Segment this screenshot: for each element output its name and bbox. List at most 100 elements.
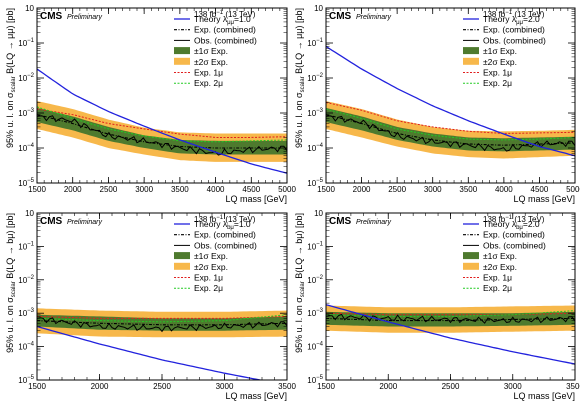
lumi-label: 138 fb−1 (13 TeV) [483,10,545,19]
y-tick-base: 10 [307,144,316,153]
y-tick-exponent: −5 [316,178,324,184]
lumi-exp: −1 [216,215,224,221]
y-tick-base: 10 [18,376,27,385]
legend-observed: Obs. (combined) [194,35,257,45]
legend-band1: ±1σ Exp. [483,46,517,56]
legend-band2: ±2σ Exp. [483,262,517,272]
y-tick-label: 10−5 [18,375,34,385]
legend-theory: Theory λμμ=1.0 [194,14,251,26]
legend-observed: Obs. (combined) [483,35,546,45]
plot-frame [36,7,288,184]
legend-swatch-band2 [174,262,190,270]
y-tick-label: 10 [314,209,323,218]
chart-panel-3: 1500 2000 2500 3000 350010−510−410−310−210−1… [5,209,296,401]
band-1sigma [37,314,287,331]
plot-area [37,308,287,380]
y-title-sub: scalar [300,76,306,92]
x-tick-label: 1500 [28,185,46,194]
lumi-exp: −1 [505,10,513,16]
y-tick-base: 10 [307,109,316,118]
y-tick-label: 10−3 [18,308,34,318]
legend-observed: Obs. (combined) [194,240,257,250]
y-tick-label: 10−1 [307,241,323,251]
y-tick-label: 10−4 [18,342,34,352]
legend-exp1mu: Exp. 1μ [194,273,223,283]
lumi-exp: −1 [216,10,224,16]
legend-exp1mu: Exp. 1μ [194,68,223,78]
y-tick-base: 10 [18,39,27,48]
legend-theory-sub: μμ [516,20,523,26]
y-title-main: 95% u. l. on σ [294,297,304,353]
legend-band1: ±1σ Exp. [194,251,228,261]
line-observed-combined [326,313,575,324]
y-tick-exponent: −3 [27,108,35,114]
y-tick-exponent: −5 [316,375,324,381]
legend-swatch-band2 [463,262,479,270]
y-tick-exponent: −3 [27,308,35,314]
line-observed-combined [37,115,287,156]
legend-theory-main: Theory λ [483,219,517,229]
x-tick-label: 3500 [566,382,580,391]
x-tick-label: 2500 [153,382,171,391]
line-expected-combined [326,317,575,322]
legend-swatch-band2 [174,57,190,65]
y-tick-exponent: −1 [316,38,324,44]
y-axis-ticks: 10−510−410−310−210−110 [307,209,575,385]
legend-exp2mu: Exp. 2μ [483,283,512,293]
line-expected-combined [37,114,287,149]
line-observed-combined [37,317,287,333]
line-expected-combined [37,320,287,326]
y-tick-exponent: −2 [316,73,324,79]
y-tick-base: 10 [307,39,316,48]
y-tick-label: 10−4 [307,342,323,352]
y-axis-ticks: 10−510−410−310−210−110 [307,4,575,188]
cms-label: CMS [40,216,63,227]
y-tick-exponent: −4 [316,143,324,149]
lumi-label: 138 fb−1 (13 TeV) [194,10,256,19]
band-1sigma [37,107,287,155]
line-exp-2mu [37,106,287,143]
line-theory [326,304,575,365]
legend-exp1mu: Exp. 1μ [483,68,512,78]
chart-panel-2: 1500200025003000350040004500500010−510−4… [294,4,580,204]
y-tick-exponent: −2 [27,73,35,79]
legend-theory-tail: =2.0 [523,219,540,229]
legend-band2: ±2σ Exp. [483,57,517,67]
y-title-sub: scalar [11,281,17,297]
legend-band1: ±1σ Exp. [483,251,517,261]
x-tick-label: 4000 [207,185,225,194]
cms-label: CMS [329,11,352,22]
y-tick-label: 10−2 [18,73,34,83]
y-tick-label: 10−1 [307,38,323,48]
y-title-tail: B(LQ → bμ) [pb] [5,213,15,281]
x-tick-label: 1500 [317,185,335,194]
legend-swatch-band1 [174,47,190,55]
y-tick-exponent: −2 [316,275,324,281]
y-title-tail: B(LQ → μμ) [pb] [5,8,15,76]
x-tick-label: 2000 [64,185,82,194]
line-exp-1mu [37,315,287,319]
x-tick-label: 3000 [135,185,153,194]
x-tick-label: 2500 [100,185,118,194]
plot-area [326,45,575,159]
legend-exp1mu: Exp. 1μ [483,273,512,283]
y-tick-base: 10 [18,109,27,118]
y-tick-base: 10 [307,276,316,285]
y-tick-base: 10 [314,4,323,13]
x-axis-title: LQ mass [GeV] [225,194,287,204]
line-exp-1mu [326,102,575,134]
lumi-exp: −1 [505,215,513,221]
x-tick-label: 3500 [459,185,477,194]
legend-exp2mu: Exp. 2μ [483,78,512,88]
y-tick-base: 10 [18,74,27,83]
y-tick-exponent: −3 [316,108,324,114]
x-tick-label: 4500 [242,185,260,194]
legend-theory-tail: =2.0 [523,14,540,24]
legend-theory-sub: μμ [227,20,234,26]
plot-area [37,68,287,174]
y-tick-base: 10 [314,209,323,218]
y-tick-label: 10−5 [307,178,323,188]
x-tick-label: 5000 [566,185,580,194]
